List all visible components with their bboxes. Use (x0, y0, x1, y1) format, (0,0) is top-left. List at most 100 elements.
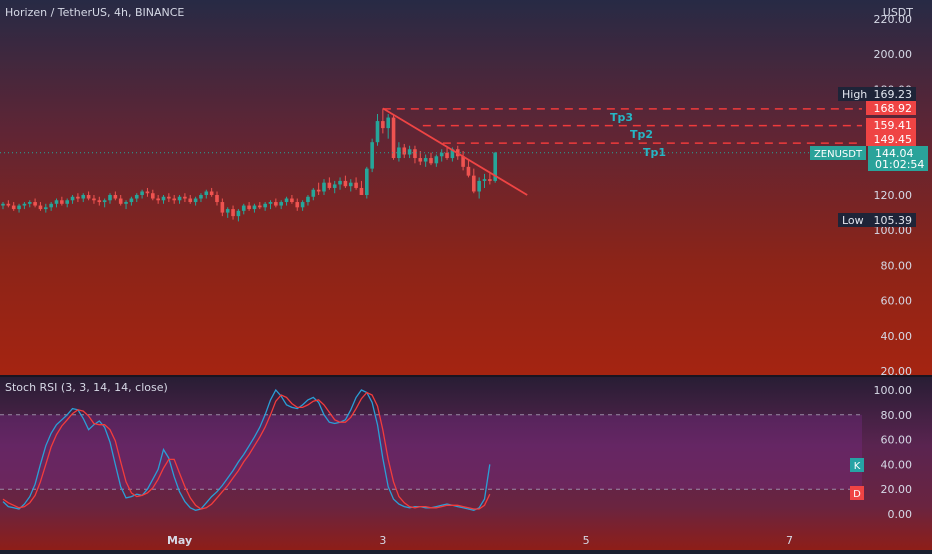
time-axis[interactable]: May3571012141719 (167, 534, 932, 547)
candle (102, 198, 107, 208)
time-tick-label: May (167, 534, 192, 547)
chart-title: Horizen / TetherUS, 4h, BINANCE (5, 6, 184, 19)
candle (215, 191, 219, 206)
time-tick-label: 3 (379, 534, 386, 547)
candle (204, 189, 209, 199)
time-tick-label: 5 (583, 534, 590, 547)
candle (279, 200, 283, 210)
candle (461, 151, 465, 171)
candle (97, 196, 102, 206)
candle (418, 151, 423, 166)
stoch-tick-label: 60.00 (881, 434, 913, 447)
candle (247, 202, 251, 211)
candle (44, 203, 48, 213)
candle (225, 207, 230, 218)
tp2-level-badge: 159.41 (866, 118, 916, 132)
candle (92, 195, 96, 204)
candle (236, 209, 241, 222)
tp1-level-badge: 149.45 (866, 132, 916, 146)
d-badge-label: D (853, 489, 861, 500)
candle (129, 196, 134, 206)
candle (300, 200, 305, 211)
candle (445, 147, 449, 160)
high-value: 169.23 (874, 88, 913, 101)
candle (199, 193, 203, 203)
price-pane-background (0, 0, 932, 375)
k-badge-label: K (854, 461, 861, 472)
stoch-lines-group (2, 388, 491, 511)
stoch-tick-label: 80.00 (881, 409, 913, 422)
candle (439, 149, 444, 162)
tp1-level-value: 149.45 (874, 133, 913, 146)
candle (22, 202, 27, 210)
price-tick-label: 40.00 (881, 330, 913, 343)
candle (402, 143, 407, 159)
candle (332, 180, 337, 194)
candle (263, 202, 267, 211)
candle (477, 177, 481, 199)
currency-label: USDT (883, 6, 914, 19)
candle (108, 193, 112, 204)
candle (1, 202, 5, 210)
candle (60, 196, 64, 206)
candle (231, 205, 235, 220)
price-tick-label: 220.00 (874, 13, 913, 26)
candle (17, 203, 21, 213)
candle (177, 195, 182, 204)
candle (220, 198, 225, 217)
high-label: High (842, 88, 867, 101)
candle (188, 195, 193, 204)
candle (172, 195, 176, 204)
candle (38, 202, 43, 211)
candle (316, 182, 321, 195)
tp1-label: Tp1 (643, 146, 666, 159)
candle (27, 200, 32, 208)
candle (482, 173, 487, 188)
candle (370, 138, 374, 173)
low-value: 105.39 (874, 214, 913, 227)
candle (466, 159, 471, 178)
candle (290, 195, 294, 204)
candle (118, 195, 123, 206)
candle (322, 179, 326, 195)
candle (11, 202, 16, 211)
candle (397, 142, 401, 162)
candle (193, 196, 198, 206)
candle (209, 187, 214, 197)
candle (86, 191, 91, 201)
stoch-tick-label: 0.00 (888, 508, 913, 521)
candle (161, 195, 166, 204)
candles-group (1, 108, 497, 222)
candle (113, 191, 118, 201)
price-tick-label: 120.00 (874, 189, 913, 202)
candle (365, 166, 369, 199)
candle (33, 198, 37, 208)
tp3-label: Tp3 (610, 111, 633, 124)
time-tick-label: 7 (786, 534, 793, 547)
candle (343, 175, 348, 188)
price-tick-label: 60.00 (881, 295, 913, 308)
tp3-level-value: 168.92 (874, 102, 913, 115)
stoch-tick-label: 40.00 (881, 458, 913, 471)
trendline[interactable] (382, 107, 528, 196)
candle (375, 114, 380, 146)
low-label: Low (842, 214, 864, 227)
candle (429, 152, 433, 166)
candle (311, 187, 316, 201)
candle (434, 154, 439, 167)
candle (407, 145, 412, 159)
candle (493, 151, 497, 183)
price-axis[interactable]: 220.00200.00180.00120.00100.0080.0060.00… (874, 13, 913, 378)
countdown-value: 01:02:54 (875, 158, 924, 171)
candle (359, 180, 364, 195)
candle (381, 108, 385, 134)
stoch-pane-background (0, 377, 932, 550)
stoch-axis[interactable]: 100.00 80.00 60.00 40.00 20.00 0.00 (874, 384, 913, 521)
candle (338, 177, 342, 190)
overlays-group (0, 107, 862, 196)
candle (145, 187, 150, 197)
candle (348, 179, 353, 192)
candle (472, 168, 476, 194)
low-badge: Low 105.39 (838, 213, 916, 227)
